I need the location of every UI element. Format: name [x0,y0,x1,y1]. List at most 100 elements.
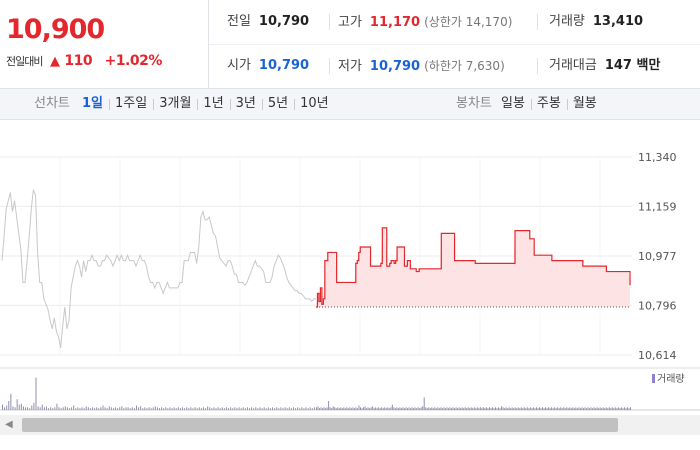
volume-bar-previous [230,407,232,410]
volume-bar-today [338,408,340,410]
volume-bar-previous [213,407,215,410]
volume-bar-today [602,407,604,410]
volume-bar-previous [52,408,54,410]
chart-scrollbar[interactable]: ◀ [0,415,700,435]
volume-bar-previous [303,408,305,410]
tab-period-6[interactable]: 10년 [294,89,335,119]
volume-bar-today [332,406,334,410]
volume-bar-previous [295,408,297,410]
volume-bar-previous [144,407,146,410]
volume-bar-previous [234,407,236,410]
tab-candle-1[interactable]: 주봉 [530,89,567,119]
volume-bar-previous [87,407,89,410]
volume-bar-previous [108,406,110,410]
volume-bar-today [473,407,475,410]
volume-bar-previous [225,407,227,410]
tab-period-5[interactable]: 5년 [261,89,294,119]
volume-bar-today [485,407,487,410]
volume-bar-today [350,408,352,410]
volume-bar-today [322,408,324,410]
prev-close: 전일 10,790 [227,0,309,44]
tab-period-1[interactable]: 1주일 [109,89,153,119]
volume-bar-today [356,408,358,410]
volume-bar-today [488,407,490,410]
volume-bar-today [361,408,363,410]
volume-bar-today [572,407,574,410]
triangle-up-icon: ▲ [49,54,60,69]
period-tabs: 1일 1주일 3개월 1년 3년 5년 10년 [76,89,335,119]
volume-bar-today [558,408,560,410]
volume-bar-previous [194,407,196,410]
volume-bar-previous [286,408,288,410]
volume-bar-previous [117,408,119,410]
volume-bar-today [487,408,489,410]
volume-bar-previous [14,407,16,410]
change-rate: +1.02% [104,53,163,69]
volume-bar-previous [177,407,179,410]
volume-bar-today [326,407,328,410]
volume-bar-previous [257,408,259,410]
volume-bar-today [540,408,542,410]
low-value: 10,790 [369,59,421,74]
volume-bar-previous [161,407,163,410]
volume-bar-today [407,408,409,410]
volume-bar-today [528,408,530,410]
tab-candle-0[interactable]: 일봉 [501,96,525,111]
volume-bar-today [481,408,483,410]
volume-bar-today [446,407,448,410]
volume-bar-today [335,408,337,410]
volume-bar-previous [236,408,238,410]
scroll-thumb[interactable] [22,418,618,432]
price-chart: 11,340 11,159 10,977 10,796 10,614 거래량 [0,151,700,411]
volume-bar-today [369,408,371,410]
quote-header: 10,900 전일대비 ▲ 110 +1.02% 전일 10,790 고가 11,1… [0,0,700,89]
volume-bar-today [504,408,506,410]
volume-bar-today [363,407,365,410]
volume-bar-previous [232,408,234,410]
y-tick-label: 10,977 [638,250,677,263]
volume-bar-today [451,408,452,410]
volume-bar-previous [223,408,225,410]
volume-bar-previous [140,406,142,410]
volume-label: 거래량 [549,14,585,29]
tab-period-2[interactable]: 3개월 [153,89,197,119]
volume-bar-today [611,407,613,410]
volume-bar-today [440,407,442,410]
prev-close-value: 10,790 [258,14,310,29]
trade-amount: 거래대금 147 백만 [549,44,660,88]
tab-candle-2[interactable]: 월봉 [566,89,603,119]
volume-bar-today [543,408,545,410]
volume-bar-today [499,408,501,410]
volume-bar-today [405,407,407,410]
volume-value: 13,410 [592,14,644,29]
volume-bar-previous [288,407,290,410]
tab-period-3[interactable]: 1년 [197,89,229,119]
volume-bar-today [340,407,342,410]
volume-bar-previous [207,406,209,410]
volume-bar-today [479,407,481,410]
tab-period-4[interactable]: 3년 [229,89,262,119]
volume-bar-previous [89,408,91,410]
high-price: 고가 11,170 (상한가 14,170) [338,0,512,44]
volume-bar-today [495,407,496,410]
volume-bar-previous [240,408,242,410]
tab-period-0[interactable]: 1일 [82,96,104,111]
volume-bar-today [344,408,346,410]
volume-bar-today [370,407,372,410]
volume-bar-today [555,408,557,410]
volume-bar-today [400,408,402,410]
volume-stat: 거래량 13,410 [549,0,643,44]
low-price: 저가 10,790 (하한가 7,630) [338,44,505,88]
volume-bar-previous [280,407,282,410]
upper-limit: (상한가 14,170) [424,15,513,29]
volume-bar-today [519,408,521,410]
volume-bar-today [396,407,398,410]
change-line: 전일대비 ▲ 110 +1.02% [6,53,162,69]
volume-bar-previous [259,407,261,410]
scroll-left-icon[interactable]: ◀ [5,419,13,430]
volume-bar-today [608,407,610,410]
volume-bar-today [620,407,622,410]
volume-bar-previous [246,407,248,410]
volume-bar-today [352,407,354,410]
volume-bar-previous [165,407,167,410]
